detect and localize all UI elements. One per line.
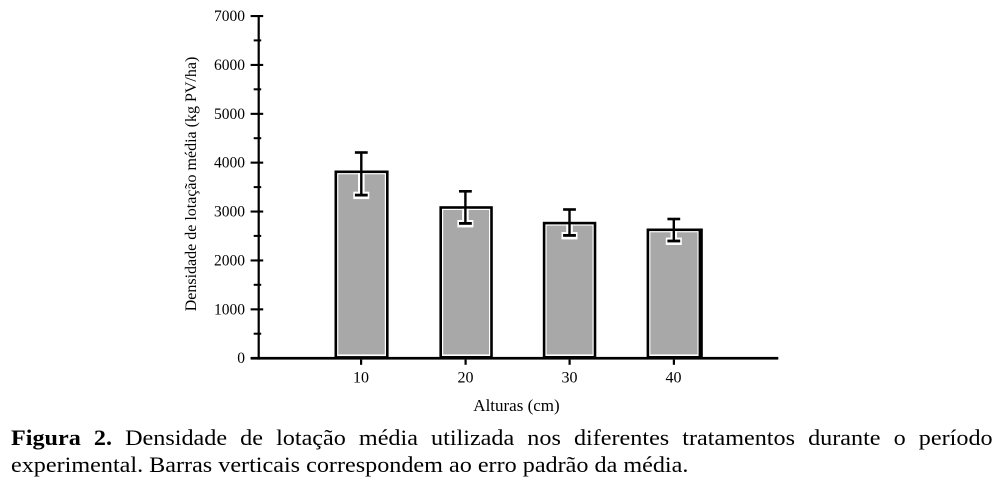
svg-text:20: 20 <box>458 369 474 386</box>
svg-text:4000: 4000 <box>214 155 245 172</box>
svg-text:3000: 3000 <box>214 204 245 221</box>
svg-text:5000: 5000 <box>214 106 245 123</box>
svg-text:6000: 6000 <box>214 57 245 74</box>
svg-text:Alturas (cm): Alturas (cm) <box>473 396 559 415</box>
svg-text:Densidade de lotação média (kg: Densidade de lotação média (kg PV/ha) <box>183 57 200 312</box>
svg-text:40: 40 <box>666 369 682 386</box>
svg-text:7000: 7000 <box>214 8 245 25</box>
svg-text:10: 10 <box>353 369 369 386</box>
svg-text:2000: 2000 <box>214 253 245 270</box>
svg-text:1000: 1000 <box>214 301 245 318</box>
svg-text:0: 0 <box>237 350 245 367</box>
svg-text:30: 30 <box>562 369 578 386</box>
